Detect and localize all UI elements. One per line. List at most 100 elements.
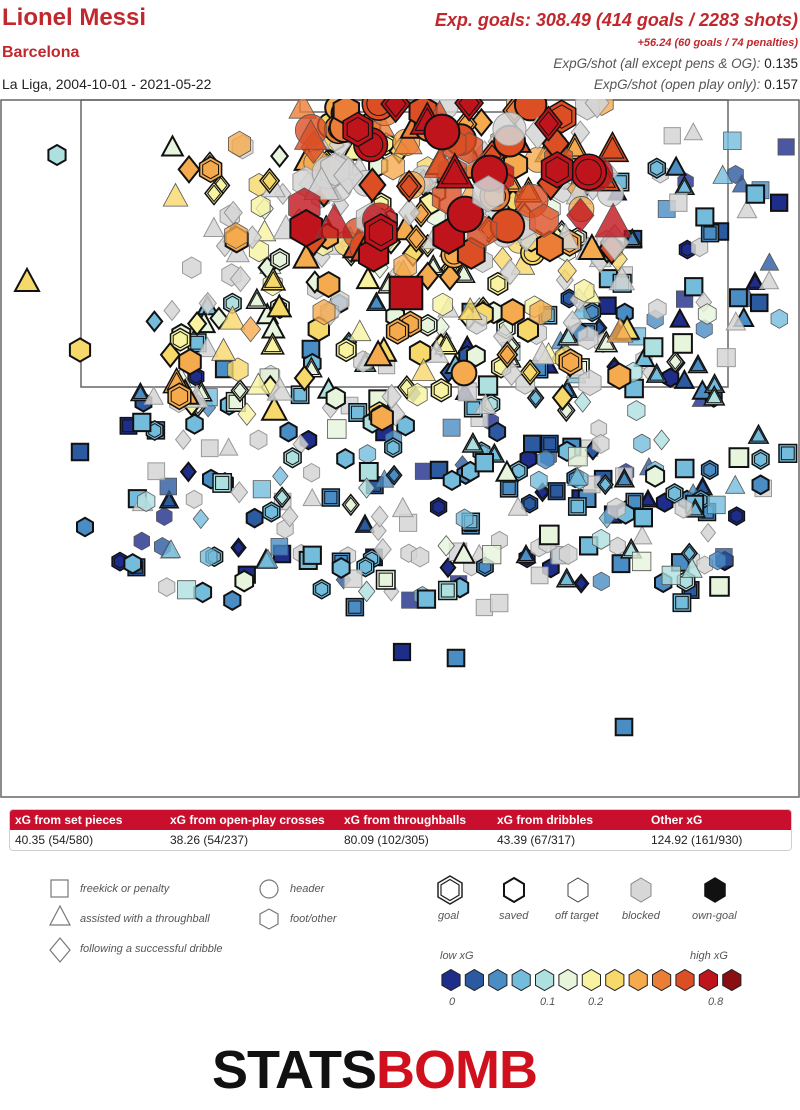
shot-marker (777, 138, 795, 156)
shot-marker (519, 448, 538, 470)
shot-marker (193, 581, 213, 604)
shot-marker (529, 341, 555, 365)
xg-scale-swatch (628, 968, 648, 992)
shot-marker (145, 310, 164, 333)
shot-marker (240, 316, 262, 343)
shot-goal-ring (690, 357, 706, 372)
shot-marker (759, 252, 780, 271)
shot-marker (608, 265, 636, 291)
xg-scale-swatch (488, 968, 508, 992)
shot-marker (573, 573, 590, 594)
xg-scale-swatch (652, 968, 672, 992)
shot-marker (249, 429, 268, 451)
legend: freekick or penalty assisted with a thro… (0, 870, 800, 1030)
shot-marker (577, 232, 607, 260)
shot-marker (303, 166, 340, 200)
shot-marker (370, 404, 394, 432)
shot-goal-ring (623, 541, 640, 557)
shot-marker (461, 431, 485, 453)
shot-marker (159, 477, 178, 496)
shot-marker (129, 381, 151, 402)
diamond-icon (49, 937, 71, 963)
xg-scale-swatch (535, 968, 555, 992)
shot-marker (596, 473, 614, 496)
shot-marker (496, 340, 519, 369)
shot-marker (526, 386, 545, 409)
shot-marker (260, 394, 289, 421)
shot-marker (606, 317, 634, 343)
shot-marker (423, 113, 461, 151)
shot-marker (293, 364, 316, 392)
shot-goal-ring (575, 576, 588, 591)
shot-marker (237, 402, 257, 426)
shot-marker (631, 525, 653, 545)
shot-marker (500, 298, 525, 326)
shot-marker (250, 194, 271, 218)
shot-marker (158, 577, 176, 597)
shot-goal-ring (499, 344, 516, 365)
shot-marker (606, 497, 626, 520)
legend-circle-label: header (290, 883, 325, 895)
saved-icon (503, 876, 525, 904)
shot-marker (665, 155, 688, 176)
shot-marker (270, 538, 289, 556)
shot-marker (663, 127, 681, 145)
shot-goal-ring (338, 341, 354, 359)
shot-marker (516, 317, 539, 343)
own-goal-icon (704, 877, 726, 903)
shot-goal-ring (675, 595, 689, 610)
xg-per-shot-label: ExpG/shot (all except pens & OG): (553, 56, 761, 71)
shot-marker (442, 418, 461, 437)
shot-marker (633, 508, 653, 528)
blocked-icon (630, 877, 652, 903)
xg-breakdown-header: xG from set pieces xG from open-play cro… (10, 810, 791, 830)
circle-icon (259, 879, 279, 899)
shot-goal-ring (232, 540, 245, 555)
shot-marker (574, 391, 592, 413)
legend-hexagon-label: foot/other (290, 913, 337, 925)
shot-marker (432, 292, 453, 317)
shot-marker (143, 385, 164, 405)
shot-goal-ring (348, 600, 362, 614)
shot-marker (341, 493, 360, 517)
shot-marker (331, 556, 351, 579)
shot-marker (315, 202, 354, 239)
shot-marker (442, 469, 462, 492)
shot-marker (515, 543, 537, 564)
shot-marker (273, 486, 292, 509)
shot-goal-ring (518, 547, 534, 561)
shot-marker (158, 489, 180, 509)
legend-square-label: freekick or penalty (80, 883, 170, 895)
shot-marker (492, 112, 527, 147)
shot-marker (674, 458, 695, 479)
shot-marker (266, 293, 293, 318)
shot-marker (408, 340, 432, 366)
shot-marker (177, 154, 201, 184)
shot-marker (537, 449, 555, 470)
legend-saved-label: saved (499, 910, 529, 922)
shot-marker (381, 153, 405, 181)
xg-dribbles-value: 43.39 (67/317) (497, 833, 576, 847)
shot-goal-ring (703, 226, 717, 240)
shot-marker (260, 331, 285, 355)
shot-marker (750, 293, 769, 313)
xg-throughballs-label: xG from throughballs (344, 813, 467, 827)
shot-marker (375, 569, 396, 590)
shot-marker (230, 481, 249, 504)
shot-marker (270, 144, 290, 168)
shot-marker (723, 131, 742, 151)
shot-goal-ring (248, 291, 266, 307)
shot-marker (700, 522, 717, 543)
shot-goal-ring (522, 362, 538, 382)
shot-marker (357, 580, 376, 603)
shot-marker (577, 325, 599, 351)
shot-marker (312, 298, 336, 326)
shot-marker (736, 198, 758, 219)
shot-goal-ring (538, 110, 559, 137)
shot-marker (778, 443, 798, 463)
shot-marker (404, 224, 428, 253)
shot-marker (182, 256, 202, 279)
xg-throughballs-value: 80.09 (102/305) (344, 833, 429, 847)
shot-goal-ring (215, 475, 230, 490)
shot-marker (192, 508, 210, 530)
